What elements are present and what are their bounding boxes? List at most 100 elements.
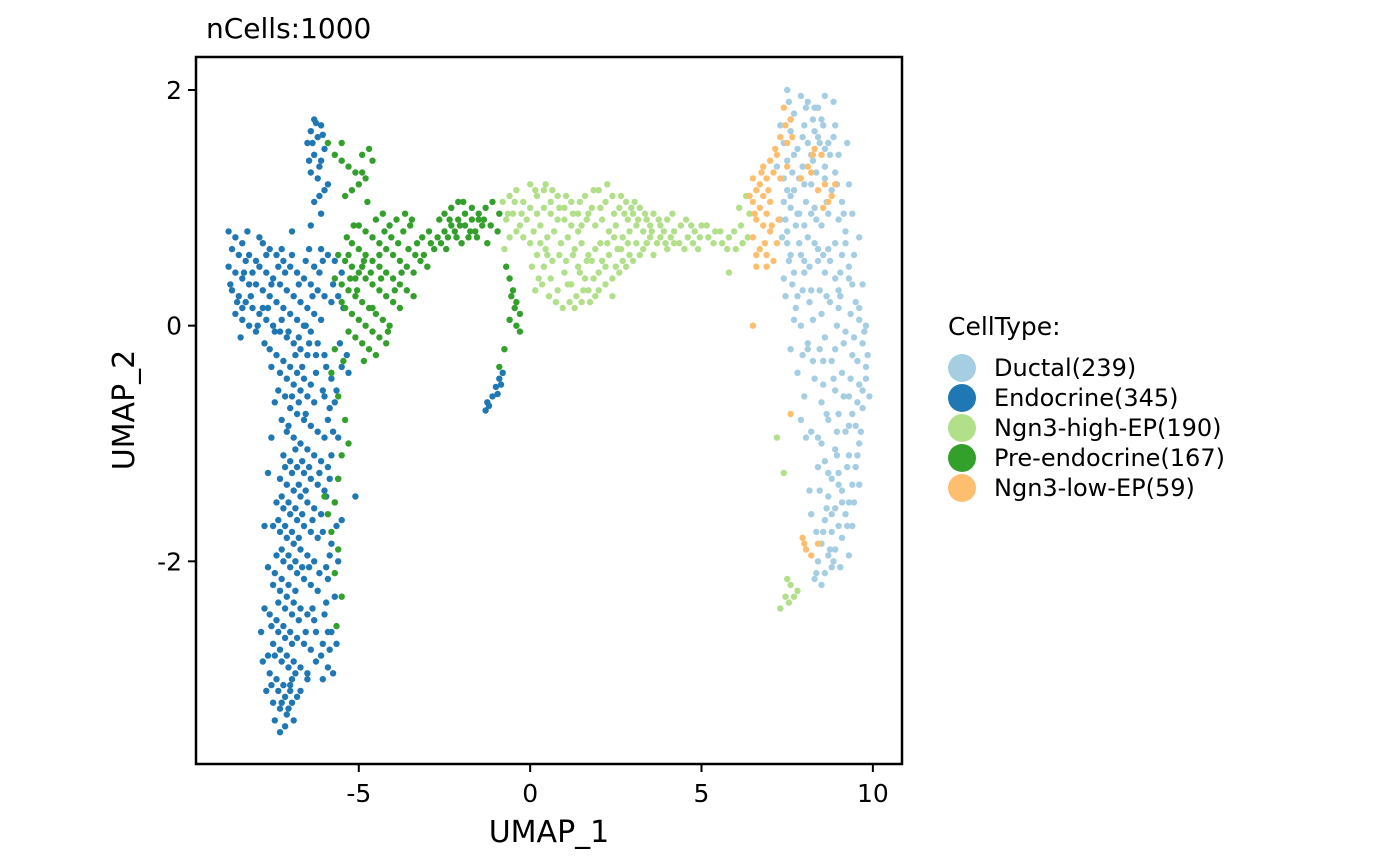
data-point [269, 522, 277, 530]
data-point [832, 546, 839, 553]
data-point [825, 552, 832, 559]
data-point [624, 216, 631, 223]
data-point [278, 416, 285, 424]
data-point [295, 534, 302, 541]
data-point [725, 234, 733, 241]
data-point [662, 240, 669, 247]
data-point [854, 399, 861, 406]
x-axis-title: UMAP_1 [489, 815, 610, 850]
data-point [610, 210, 618, 217]
data-point [417, 257, 424, 265]
data-point [338, 452, 345, 459]
data-point [288, 228, 296, 235]
data-point [624, 240, 631, 247]
data-point [479, 222, 486, 229]
data-point [533, 192, 541, 200]
data-point [540, 204, 548, 211]
data-point [669, 210, 676, 217]
data-point [278, 316, 285, 323]
data-point [290, 293, 297, 300]
data-point [266, 670, 273, 677]
series-4 [746, 104, 839, 559]
data-point [376, 287, 383, 294]
data-point [293, 634, 301, 642]
data-point [305, 157, 313, 164]
data-point [616, 204, 623, 211]
data-point [784, 575, 791, 583]
data-point [473, 234, 481, 241]
data-point [604, 240, 611, 247]
data-point [814, 104, 822, 111]
data-point [410, 269, 417, 276]
data-point [293, 463, 301, 471]
data-point [838, 499, 846, 506]
data-point [792, 222, 799, 229]
data-point [323, 599, 330, 606]
data-point [532, 187, 539, 194]
data-point [496, 210, 503, 217]
data-point [811, 575, 818, 583]
data-point [844, 522, 851, 530]
data-point [513, 298, 520, 306]
data-point [850, 499, 858, 506]
data-point [799, 163, 806, 170]
data-point [281, 463, 289, 471]
data-point [862, 375, 870, 382]
data-point [633, 240, 640, 247]
data-point [285, 705, 292, 712]
data-point [278, 658, 285, 665]
data-point [355, 222, 362, 229]
data-point [576, 198, 583, 206]
y-axis: -2 0 2 [157, 76, 196, 576]
data-point [300, 275, 308, 282]
data-point [343, 351, 350, 359]
data-point [468, 216, 476, 223]
data-point [268, 363, 275, 371]
data-point [564, 234, 571, 241]
data-point [369, 257, 376, 265]
data-point [333, 522, 340, 530]
data-point [856, 440, 863, 447]
data-point [287, 404, 294, 412]
data-point [804, 139, 811, 147]
data-point [383, 340, 390, 347]
data-point [278, 699, 285, 706]
data-point [844, 463, 851, 471]
series-3 [321, 139, 524, 630]
data-point [305, 245, 313, 253]
data-point [271, 717, 278, 724]
data-point [324, 463, 332, 471]
data-point [597, 240, 604, 247]
data-point [833, 322, 841, 329]
data-point [825, 198, 832, 206]
data-point [825, 139, 832, 147]
data-point [578, 222, 585, 229]
data-point [826, 298, 834, 306]
data-point [784, 157, 791, 164]
data-point [307, 281, 314, 288]
data-point [348, 240, 356, 247]
data-point [239, 275, 246, 282]
data-point [832, 169, 839, 176]
data-point [472, 228, 479, 235]
data-point [832, 346, 839, 353]
data-point [602, 281, 609, 288]
data-point [847, 310, 854, 318]
data-point [590, 275, 597, 282]
data-point [835, 410, 842, 418]
data-point [314, 534, 321, 541]
data-point [383, 245, 390, 253]
data-point [335, 293, 342, 300]
data-point [838, 369, 846, 376]
data-point [297, 664, 304, 671]
data-point [290, 540, 297, 547]
data-point [307, 169, 314, 176]
data-point [372, 351, 380, 359]
legend-label: Ngn3-high-EP(190) [994, 414, 1222, 442]
data-point [266, 346, 273, 353]
data-point [532, 287, 539, 294]
data-point [266, 245, 273, 253]
data-point [269, 322, 277, 329]
data-point [664, 216, 671, 223]
data-point [359, 340, 366, 347]
